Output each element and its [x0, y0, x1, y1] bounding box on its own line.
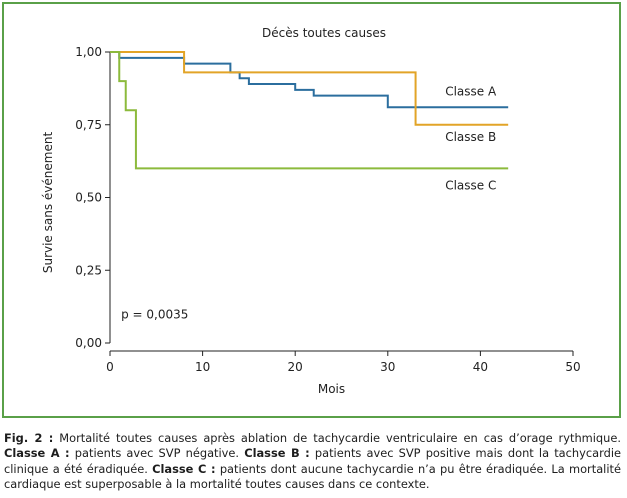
- y-tick-label: 0,00: [75, 336, 102, 350]
- series-label-classe-a: Classe A: [445, 84, 497, 98]
- series-line-classe-a: [110, 51, 509, 109]
- series-label-classe-c: Classe C: [445, 178, 496, 192]
- y-tick-label: 0,75: [75, 118, 102, 132]
- caption-fig-label: Fig. 2 :: [4, 431, 54, 445]
- y-tick-label: 1,00: [75, 45, 102, 59]
- caption-classe-a-text: patients avec SVP négative.: [69, 446, 240, 461]
- caption-classe-a-label: Classe A :: [4, 446, 70, 461]
- y-axis-title: Survie sans événement: [41, 132, 55, 274]
- chart-labels: Classe A Classe B Classe C p = 0,0035: [121, 84, 497, 321]
- caption-fig-text: Mortalité toutes causes après ablation d…: [53, 431, 622, 445]
- kaplan-meier-chart: Décès toutes causes 0,00 0,25 0,50 0,75 1,00…: [41, 26, 581, 396]
- y-tick-label: 0,25: [75, 263, 102, 277]
- figure-frame: Décès toutes causes 0,00 0,25 0,50 0,75 1,00…: [2, 2, 621, 418]
- series-label-classe-b: Classe B: [445, 130, 496, 144]
- y-tick-label: 0,50: [75, 191, 102, 205]
- x-tick-label: 40: [473, 360, 488, 374]
- figure-caption: Fig. 2 : Mortalité toutes causes après a…: [4, 431, 621, 493]
- x-tick-label: 20: [288, 360, 303, 374]
- chart-axes: 0,00 0,25 0,50 0,75 1,00 0 10 20 30 40 50 Mois Survi…: [41, 45, 581, 396]
- x-tick-label: 0: [106, 360, 114, 374]
- p-value-annotation: p = 0,0035: [121, 307, 188, 321]
- caption-classe-c-label: Classe C :: [152, 461, 216, 476]
- chart-title: Décès toutes causes: [262, 26, 386, 40]
- caption-classe-b-label: Classe B :: [244, 446, 310, 461]
- x-tick-label: 30: [380, 360, 395, 374]
- x-axis-title: Mois: [318, 382, 345, 396]
- caption-classe-c-text: patients dont aucune tachycardie n’a pu …: [4, 461, 621, 492]
- caption-classe-b-text: patients avec SVP positive mais dont la …: [4, 446, 622, 476]
- x-tick-label: 10: [195, 360, 210, 374]
- x-tick-label: 50: [565, 360, 580, 374]
- series-line-classe-c: [110, 51, 509, 170]
- chart-series: [110, 51, 509, 170]
